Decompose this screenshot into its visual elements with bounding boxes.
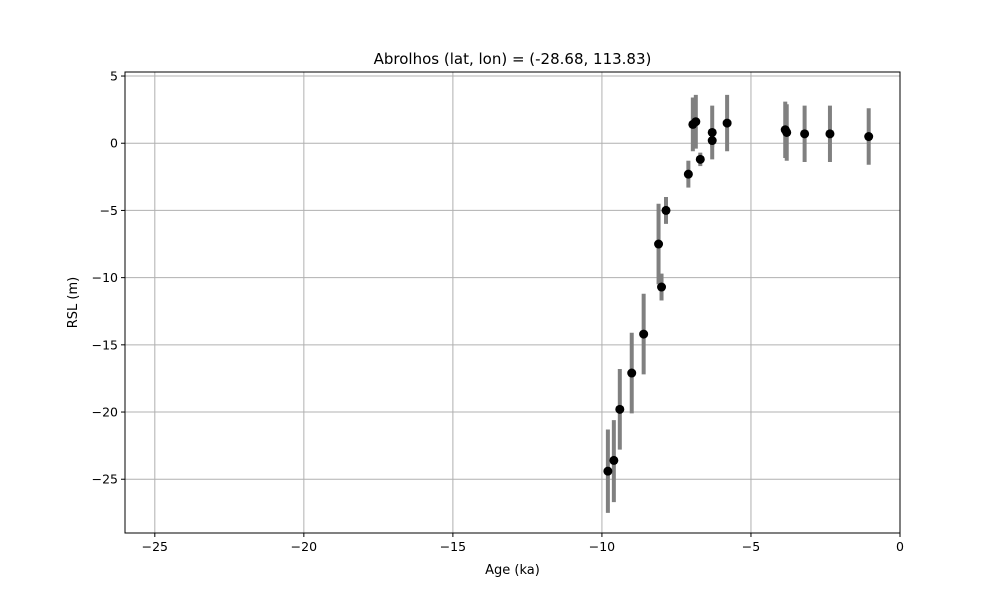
y-tick-label: −20 bbox=[92, 405, 118, 420]
y-tick-label: −5 bbox=[100, 203, 118, 218]
x-tick-label: −20 bbox=[291, 539, 317, 554]
data-point bbox=[691, 117, 701, 127]
data-point bbox=[707, 136, 717, 146]
chart-title: Abrolhos (lat, lon) = (-28.68, 113.83) bbox=[374, 50, 652, 68]
data-point bbox=[782, 127, 792, 137]
axis-ticks: −25 −20 −15 −10 −5 0 5 0 −5 −10 −15 −20 −25 bbox=[92, 69, 904, 554]
x-tick-label: −15 bbox=[440, 539, 466, 554]
data-point bbox=[639, 329, 649, 339]
data-markers bbox=[603, 117, 874, 476]
data-point bbox=[627, 368, 637, 378]
data-point bbox=[707, 127, 717, 137]
y-tick-label: 5 bbox=[110, 69, 118, 84]
data-point bbox=[683, 169, 693, 179]
data-point bbox=[695, 154, 705, 164]
x-axis-label: Age (ka) bbox=[485, 563, 540, 578]
y-tick-label: −15 bbox=[92, 337, 118, 352]
y-axis-label: RSL (m) bbox=[66, 277, 81, 328]
plot-frame bbox=[124, 71, 901, 534]
y-tick-label: −10 bbox=[92, 270, 118, 285]
y-tick-label: 0 bbox=[110, 136, 118, 151]
data-point bbox=[864, 132, 874, 142]
y-tick-label: −25 bbox=[92, 472, 118, 487]
data-point bbox=[800, 129, 810, 139]
x-tick-label: −10 bbox=[589, 539, 615, 554]
data-point bbox=[609, 455, 619, 465]
x-tick-label: 0 bbox=[896, 539, 904, 554]
data-point bbox=[825, 129, 835, 139]
data-point bbox=[661, 205, 671, 215]
x-tick-label: −25 bbox=[142, 539, 168, 554]
data-point bbox=[657, 282, 667, 292]
data-point bbox=[603, 466, 613, 476]
data-point bbox=[654, 239, 664, 249]
data-point bbox=[615, 404, 625, 414]
data-point bbox=[722, 118, 732, 128]
x-tick-label: −5 bbox=[742, 539, 760, 554]
